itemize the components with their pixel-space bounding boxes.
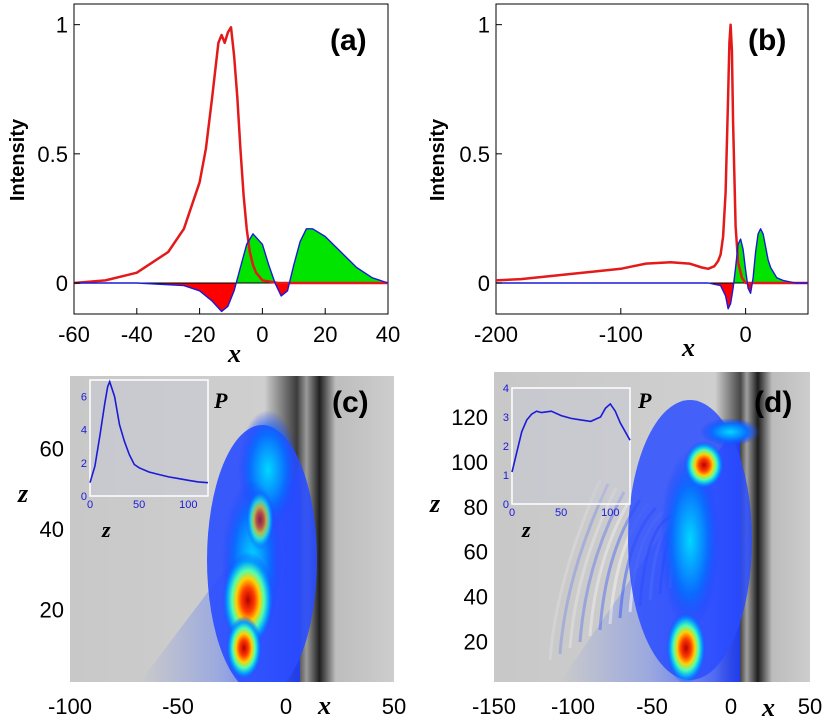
y-tick-label: 20 — [40, 598, 64, 623]
plot-frame — [73, 3, 389, 315]
y-tick-label: 100 — [451, 450, 488, 475]
x-tick-label: -100 — [599, 322, 643, 347]
inset-x-tick-label: 0 — [87, 499, 93, 511]
fringe — [588, 495, 634, 637]
positive-fill — [496, 229, 808, 283]
y-tick-label: 40 — [464, 585, 488, 610]
x-axis-label: x — [317, 691, 331, 720]
x-tick-label: 20 — [313, 322, 337, 347]
panel-label: (b) — [748, 24, 786, 57]
inset-x-tick-label: 50 — [555, 507, 567, 519]
fringe — [558, 483, 610, 655]
x-tick-label: -100 — [48, 694, 92, 719]
x-tick-label: -60 — [58, 322, 90, 347]
x-tick-label: -150 — [472, 694, 516, 719]
inset-y-tick-label: 6 — [81, 392, 87, 404]
negative-fill — [496, 283, 808, 309]
y-tick-label: 0 — [478, 271, 490, 296]
y-tick-label: 20 — [464, 630, 488, 655]
inset-y-tick-label: 3 — [503, 412, 509, 424]
x-tick-label: 0 — [280, 694, 292, 719]
inset-x-tick-label: 100 — [601, 507, 619, 519]
y-tick-label: 0 — [56, 271, 68, 296]
y-axis-label: Intensity — [7, 118, 29, 201]
series-line-0 — [73, 26, 388, 285]
x-tick-label: -50 — [162, 694, 194, 719]
inset-y-tick-label: 0 — [81, 491, 87, 503]
series-line-1 — [496, 228, 808, 310]
plot-area — [495, 23, 808, 310]
fringe — [568, 487, 618, 649]
y-tick-label: 0.5 — [37, 142, 68, 167]
x-tick-label: 0 — [725, 694, 737, 719]
inset-frame — [89, 379, 209, 497]
inset: 0 50 100 0 1 2 3 4 P z — [503, 383, 652, 542]
y-axis-label: Intensity — [427, 118, 449, 201]
panel-label: (a) — [330, 24, 367, 57]
x-tick-label: -50 — [636, 694, 668, 719]
inset-y-tick-label: 4 — [81, 425, 87, 437]
x-tick-label: -40 — [121, 322, 153, 347]
y-tick-label: 0.5 — [459, 142, 490, 167]
inset-curve — [89, 379, 209, 484]
y-tick-label: 1 — [56, 13, 68, 38]
axis-ticks: -200 -100 0 0 0.5 1 — [459, 13, 751, 347]
y-tick-label: 60 — [40, 436, 64, 461]
inset-y-tick-label: 0 — [503, 499, 509, 511]
y-axis-label: z — [429, 489, 441, 518]
inset-y-tick-label: 2 — [81, 458, 87, 470]
fringe — [578, 491, 626, 643]
panel-a: -60 -40 -20 0 20 40 0 0.5 1 x Intensity (a) — [7, 3, 400, 368]
x-tick-label: -20 — [184, 322, 216, 347]
heatmap — [70, 376, 394, 682]
inset-frame — [511, 387, 631, 505]
axis-ticks: -60 -40 -20 0 20 40 0 0.5 1 — [37, 13, 400, 347]
inset-plot: 0 50 100 0 2 4 6 — [81, 379, 209, 511]
inset-x-tick-label: 50 — [133, 499, 145, 511]
y-tick-label: 40 — [40, 517, 64, 542]
panel-label: (d) — [754, 386, 792, 419]
plot-frame — [495, 3, 809, 315]
y-tick-label: 80 — [464, 495, 488, 520]
y-tick-label: 120 — [451, 405, 488, 430]
y-tick-label: 1 — [478, 13, 490, 38]
plot-area — [73, 26, 389, 313]
inset-label: P — [637, 388, 652, 413]
inset-y-tick-label: 4 — [503, 383, 509, 395]
x-tick-label: 50 — [798, 694, 822, 719]
inset-plot: 0 50 100 0 1 2 3 4 — [503, 383, 631, 519]
inset-label: P — [213, 388, 228, 413]
x-tick-label: 0 — [256, 322, 268, 347]
panel-c: -100 -50 0 50 20 40 60 x z (c) 0 50 100 0 2 4 6 P z — [17, 376, 406, 720]
inset-x-label: z — [101, 517, 111, 542]
x-tick-label: -200 — [474, 322, 518, 347]
positive-fill — [74, 228, 388, 283]
x-tick-label: 40 — [376, 322, 400, 347]
inset-x-tick-label: 100 — [179, 499, 197, 511]
x-tick-label: 50 — [382, 694, 406, 719]
inset: 0 50 100 0 2 4 6 P z — [81, 379, 228, 542]
y-axis-label: z — [17, 479, 29, 508]
panel-b: -200 -100 0 0 0.5 1 x Intensity (b) — [427, 3, 809, 362]
series-line-1 — [74, 228, 389, 313]
inset-y-tick-label: 2 — [503, 441, 509, 453]
heatmap — [494, 372, 810, 682]
x-tick-label: 0 — [739, 322, 751, 347]
x-axis-label: x — [761, 693, 775, 722]
inset-x-tick-label: 0 — [509, 507, 515, 519]
inset-x-label: z — [521, 517, 531, 542]
x-tick-label: -100 — [551, 694, 595, 719]
panel-label: (c) — [332, 386, 369, 419]
x-axis-label: x — [227, 339, 241, 368]
series-line-0 — [495, 23, 808, 285]
inset-y-tick-label: 1 — [503, 470, 509, 482]
x-axis-label: x — [681, 333, 695, 362]
y-tick-label: 60 — [464, 540, 488, 565]
inset-curve — [511, 402, 631, 473]
